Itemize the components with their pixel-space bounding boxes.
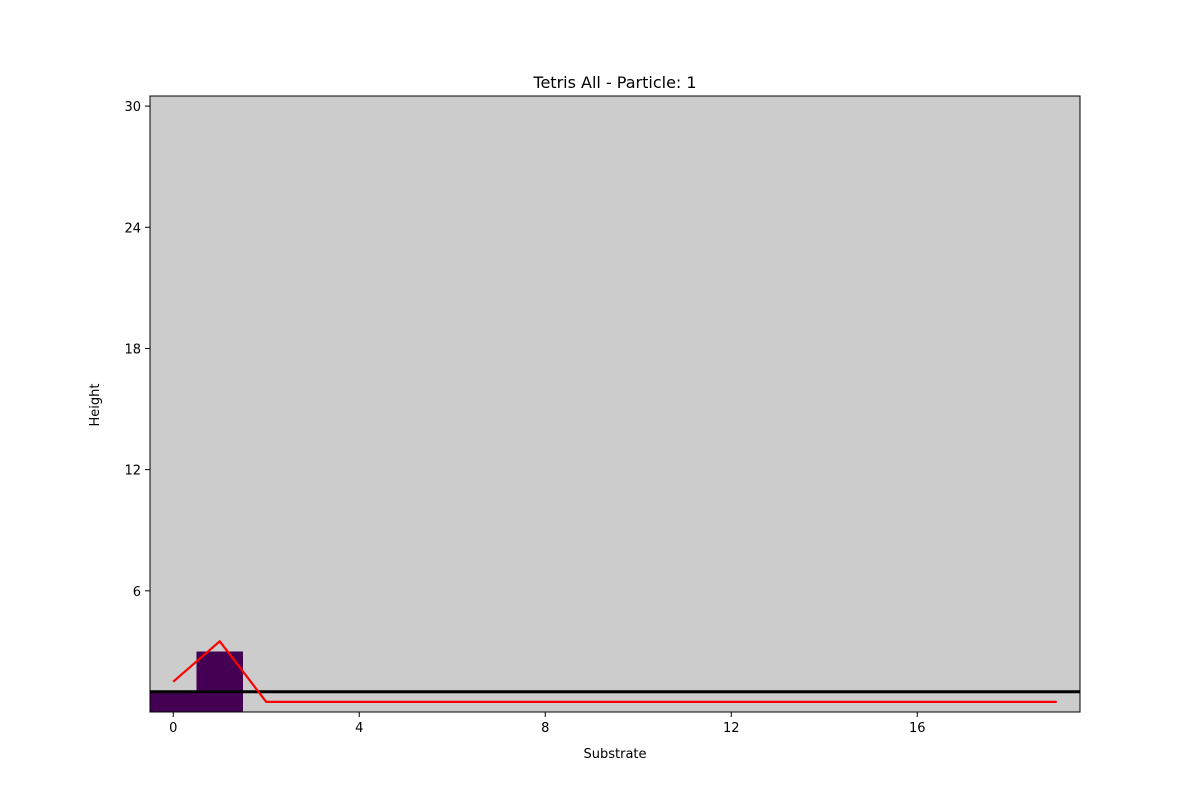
x-tick-label: 12	[723, 721, 740, 736]
chart-title: Tetris All - Particle: 1	[532, 73, 696, 92]
x-axis-label: Substrate	[583, 747, 646, 762]
heatmap-cell	[150, 691, 197, 712]
y-tick-label: 12	[124, 464, 141, 479]
plot-background	[150, 96, 1080, 712]
x-tick-label: 8	[541, 721, 549, 736]
heatmap-cells	[150, 651, 243, 712]
x-tick-label: 0	[169, 721, 177, 736]
y-tick-label: 18	[124, 342, 141, 357]
x-tick-label: 16	[909, 721, 926, 736]
y-tick-label: 30	[124, 100, 141, 115]
profile-line	[172, 640, 1057, 704]
y-tick-label: 24	[124, 221, 141, 236]
y-tick-label: 6	[133, 585, 141, 600]
heatmap-cell	[196, 651, 243, 692]
y-ticks: 6 12 18 24 30	[124, 100, 150, 600]
plot-frame	[149, 95, 1081, 713]
x-tick-label: 4	[355, 721, 363, 736]
y-axis-label: Height	[88, 384, 103, 427]
x-ticks: 0 4 8 12 16	[169, 712, 926, 736]
profile-line-layer	[172, 640, 1057, 704]
heatmap-cell	[196, 691, 243, 712]
